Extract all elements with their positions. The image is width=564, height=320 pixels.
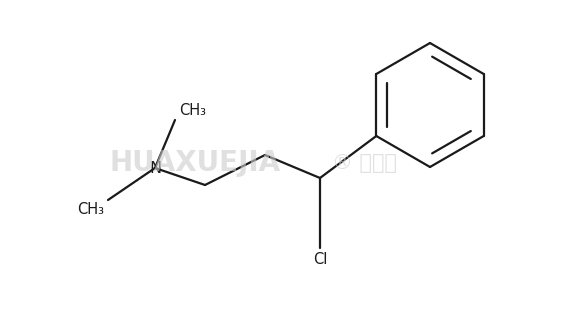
Text: HUAXUEJIA: HUAXUEJIA xyxy=(109,149,280,177)
Text: Cl: Cl xyxy=(313,252,327,267)
Text: CH₃: CH₃ xyxy=(77,202,104,217)
Text: N: N xyxy=(149,161,161,175)
Text: CH₃: CH₃ xyxy=(179,103,206,118)
Text: ® 化学加: ® 化学加 xyxy=(333,153,398,173)
